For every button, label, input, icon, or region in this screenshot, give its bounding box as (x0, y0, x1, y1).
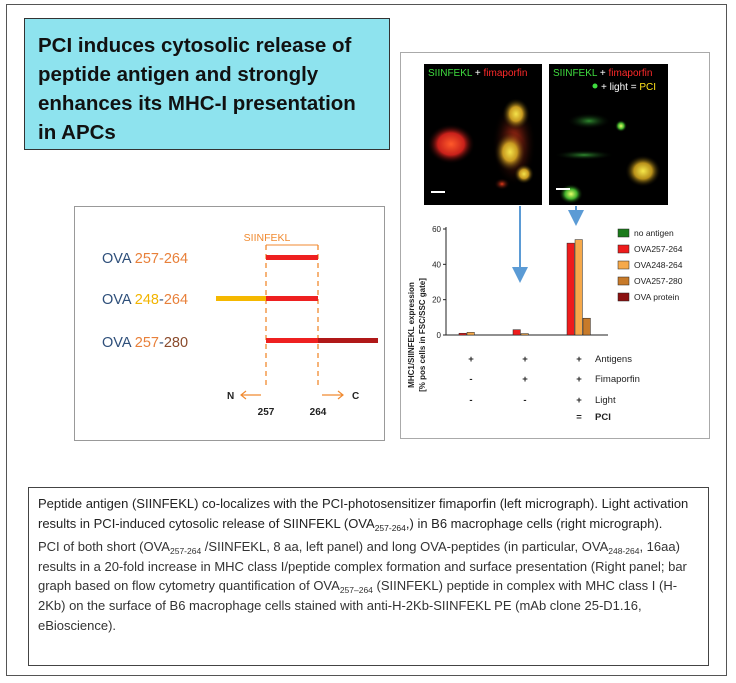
condition-sign: + (468, 354, 474, 365)
svg-text:SIINFEKL + fimaporfin: SIINFEKL + fimaporfin (428, 68, 527, 79)
c-arrow-icon (337, 390, 344, 400)
condition-sign: - (523, 395, 526, 406)
bar-ova-248-264-core (266, 296, 318, 301)
construct-ova-248-264-label: OVA 248-264 (102, 292, 188, 308)
legend-swatch (617, 244, 630, 254)
condition-sign: + (522, 374, 528, 385)
bar-ova248-264-group-2 (520, 333, 529, 336)
bar-ova-257-280-core (266, 338, 318, 343)
y-tick-label: 40 (432, 260, 441, 269)
legend-swatch (617, 276, 630, 286)
legend-label: no antigen (634, 228, 674, 238)
legend-label: OVA protein (634, 292, 679, 302)
condition-label: Fimaporfin (595, 374, 640, 385)
micrograph-left-image: SIINFEKL + fimaporfin (427, 68, 536, 193)
peptide-diagram: SIINFEKL OVA 257-264 OVA 248-264 OVA 257… (102, 232, 378, 418)
y-tick-label: 60 (432, 225, 441, 234)
bar-ova257-264-group-3 (566, 242, 575, 336)
condition-sign: - (469, 374, 472, 385)
micrograph-left: SIINFEKL + fimaporfin (424, 64, 542, 205)
c-terminus-label: C (352, 391, 359, 402)
caption-paragraph-2: PCI of both short (OVA257-264 /SIINFEKL,… (38, 539, 687, 633)
outer-frame (6, 4, 727, 676)
position-257-label: 257 (258, 407, 275, 418)
construct-ova-257-280-label: OVA 257-280 (102, 335, 188, 351)
title-box: PCI induces cytosolic release of peptide… (24, 18, 390, 150)
bar-ova257-280-group-3 (582, 317, 591, 336)
title-line-3: enhances its MHC-I presentation (38, 92, 356, 115)
chart-ylabel-line2: [% pos cells in FSC/SSC gate] (418, 278, 427, 392)
title-line-1: PCI induces cytosolic release of (38, 34, 352, 57)
bar-ova257-264-group-2 (512, 329, 521, 336)
peptide-diagram-panel: SIINFEKL OVA 257-264 OVA 248-264 OVA 257… (74, 206, 385, 441)
title-line-2: peptide antigen and strongly (38, 63, 319, 86)
results-panel: SIINFEKL + fimaporfin (400, 52, 710, 439)
construct-ova-257-264-label: OVA 257-264 (102, 251, 188, 267)
bar-chart: 0 20 40 60 no antigen OVA257-264 OVA248-264 OV… (407, 206, 683, 423)
bar-ova-257-264 (266, 255, 318, 260)
n-terminus-label: N (227, 391, 234, 402)
bar-ova257-264-group-1 (458, 332, 467, 336)
svg-text:SIINFEKL + fimaporfin: SIINFEKL + fimaporfin (553, 68, 652, 79)
condition-sign: - (469, 395, 472, 406)
bar-ova-248-segment (216, 296, 266, 301)
y-tick-label: 20 (432, 296, 441, 305)
bar-ova-264-280-segment (318, 338, 378, 343)
caption-paragraph-1: Peptide antigen (SIINFEKL) co-localizes … (38, 496, 689, 533)
condition-label: Light (595, 395, 616, 406)
legend-swatch (617, 260, 630, 270)
title-line-4: in APCs (38, 121, 116, 144)
caption-box: Peptide antigen (SIINFEKL) co-localizes … (28, 487, 709, 666)
legend-label: OVA257-280 (634, 276, 683, 286)
siinfekl-label: SIINFEKL (244, 232, 291, 244)
condition-label: PCI (595, 412, 611, 423)
y-tick-label: 0 (437, 331, 442, 340)
svg-text:+ light = PCI: + light = PCI (601, 82, 656, 93)
condition-sign: + (522, 354, 528, 365)
micrograph-right-image: SIINFEKL + fimaporfin + light = PCI (553, 68, 661, 204)
condition-label: Antigens (595, 354, 632, 365)
condition-sign: + (576, 395, 582, 406)
position-264-label: 264 (310, 407, 327, 418)
legend-label: OVA248-264 (634, 260, 683, 270)
micrograph-right: SIINFEKL + fimaporfin + light = PCI (549, 64, 668, 205)
legend-label: OVA257-264 (634, 244, 683, 254)
chart-ylabel-line1: MHC1/SIINFEKL expression (407, 282, 416, 388)
legend-swatch (617, 228, 630, 238)
bar-ova248-264-group-1 (466, 332, 475, 336)
legend-swatch (617, 292, 630, 302)
n-arrow-icon (240, 390, 247, 400)
bar-ova248-264-group-3 (574, 239, 583, 336)
condition-sign: + (576, 354, 582, 365)
condition-sign: + (576, 374, 582, 385)
condition-sign: = (576, 412, 582, 423)
